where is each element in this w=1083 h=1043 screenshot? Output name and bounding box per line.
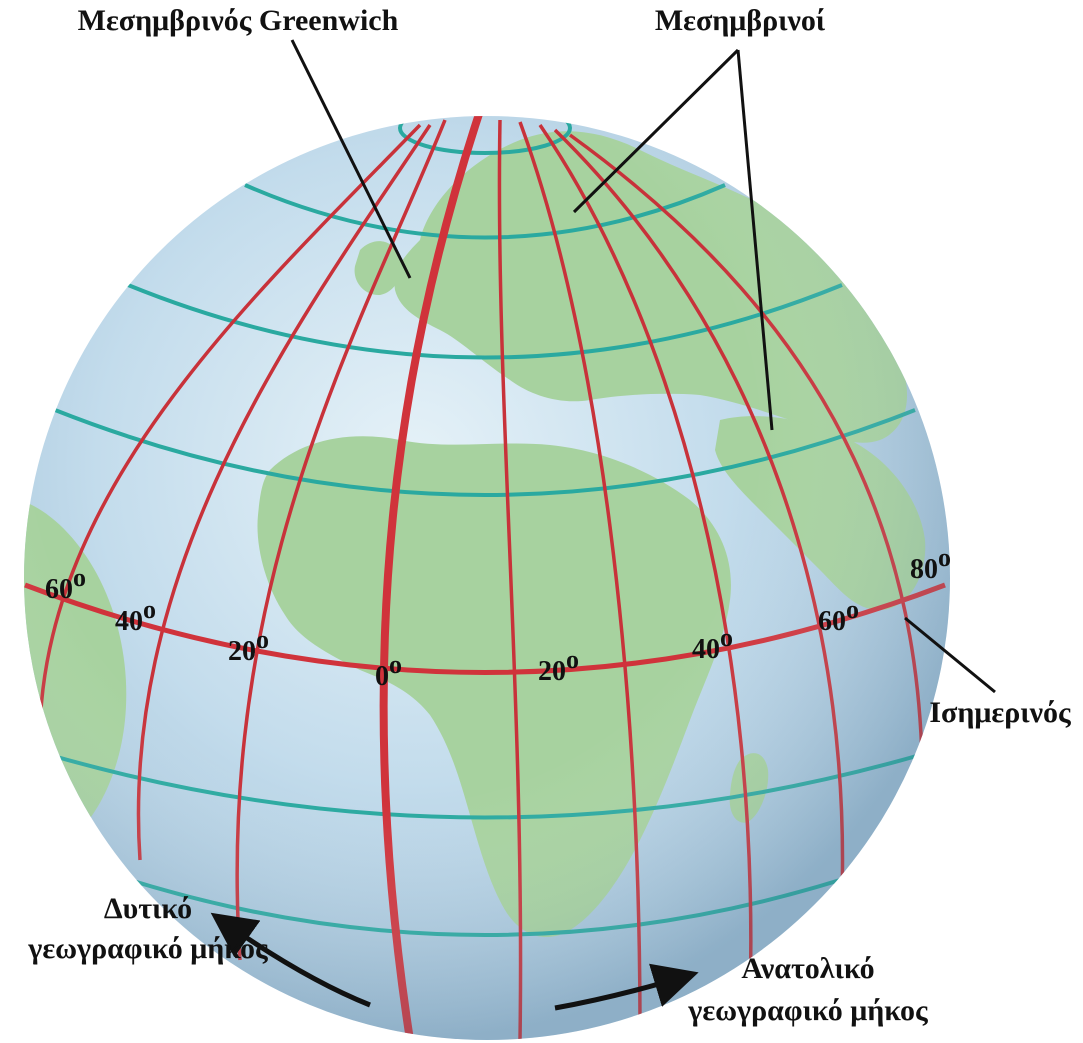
greenwich-meridian-label: Μεσημβρινός Greenwich xyxy=(78,4,399,37)
degree-label: 60o xyxy=(818,595,859,637)
degree-label: 40o xyxy=(115,595,156,637)
west-longitude-label-line2: γεωγραφικό μήκος xyxy=(27,932,268,965)
east-arrow xyxy=(554,963,699,1011)
degree-label: 60o xyxy=(45,563,86,605)
degree-label: 40o xyxy=(692,623,733,665)
equator-label: Ισημερινός xyxy=(929,696,1071,729)
pointer-lines xyxy=(290,39,996,694)
west-longitude-label-line1: Δυτικό xyxy=(104,892,192,925)
east-longitude-label-line2: γεωγραφικό μήκος xyxy=(687,994,928,1027)
meridians-label: Μεσημβρινοί xyxy=(655,4,825,37)
degree-label: 20o xyxy=(228,625,269,667)
west-arrow xyxy=(210,912,371,1008)
degree-label: 80o xyxy=(910,543,951,585)
degree-label: 0o xyxy=(375,650,402,692)
globe-shading xyxy=(24,116,950,1040)
east-longitude-label-line1: Ανατολικό xyxy=(741,952,874,985)
degree-label: 20o xyxy=(538,645,579,687)
